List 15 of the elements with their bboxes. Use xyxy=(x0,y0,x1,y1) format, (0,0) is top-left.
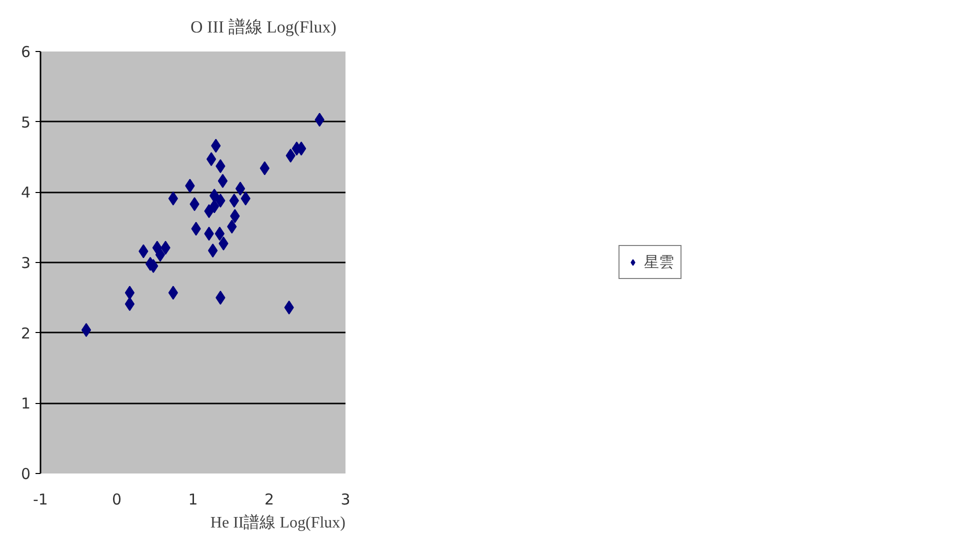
y-tick-label: 3 xyxy=(20,254,31,272)
x-tick-label: -1 xyxy=(33,490,48,508)
y-tick-label: 6 xyxy=(20,43,31,61)
legend-label: 星雲 xyxy=(644,252,674,272)
y-tick-label: 2 xyxy=(20,324,31,342)
x-axis-title: He II譜線 Log(Flux) xyxy=(210,514,346,532)
x-tick-label: 1 xyxy=(188,490,198,508)
y-tick-label: 5 xyxy=(20,113,31,132)
y-tick-label: 1 xyxy=(20,394,31,413)
y-tick-label: 4 xyxy=(20,184,31,202)
x-tick-label: 3 xyxy=(340,490,350,508)
y-tick-label: 0 xyxy=(20,465,31,483)
x-tick-label: 0 xyxy=(112,490,122,508)
y-axis-title: O III 譜線 Log(Flux) xyxy=(190,18,336,36)
x-tick-label: 2 xyxy=(264,490,274,508)
